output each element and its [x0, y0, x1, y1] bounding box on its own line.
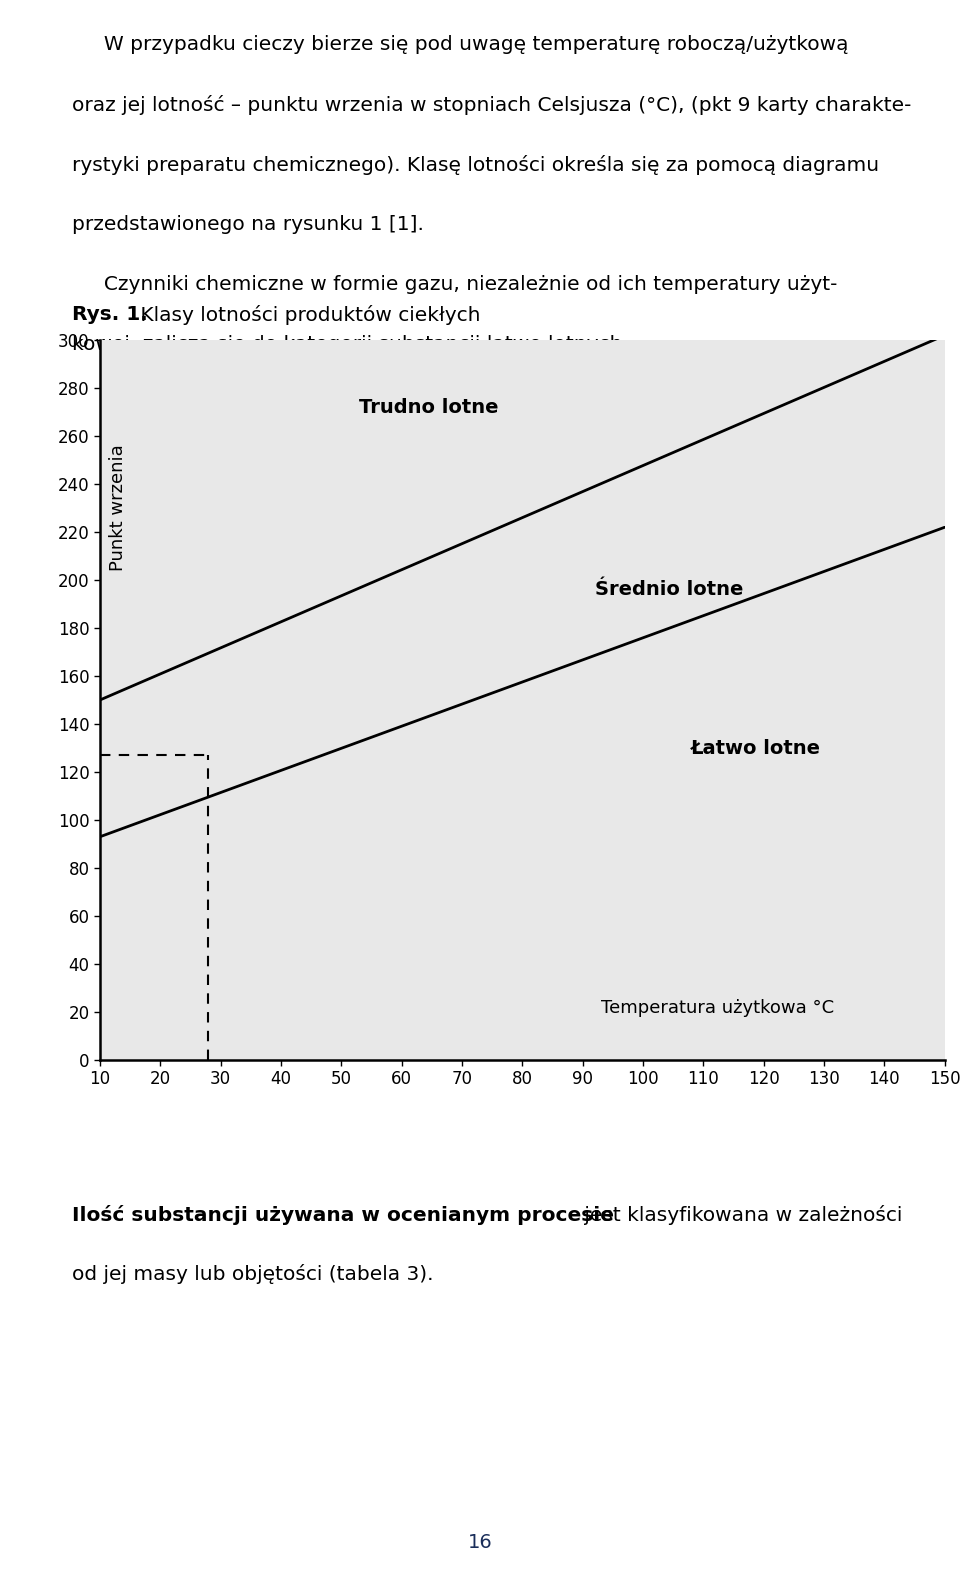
Text: kowej, zalicza się do kategorii substancji łatwo lotnych.: kowej, zalicza się do kategorii substanc…: [72, 335, 629, 354]
Text: przedstawionego na rysunku 1 [1].: przedstawionego na rysunku 1 [1].: [72, 215, 424, 234]
Text: rystyki preparatu chemicznego). Klasę lotności określa się za pomocą diagramu: rystyki preparatu chemicznego). Klasę lo…: [72, 155, 879, 176]
Text: oraz jej lotność – punktu wrzenia w stopniach Celsjusza (°C), (pkt 9 karty chara: oraz jej lotność – punktu wrzenia w stop…: [72, 95, 911, 115]
Text: Średnio lotne: Średnio lotne: [594, 581, 743, 600]
Text: jest klasyfikowana w zależności: jest klasyfikowana w zależności: [578, 1205, 902, 1226]
Text: Klasy lotności produktów ciekłych: Klasy lotności produktów ciekłych: [134, 305, 481, 326]
Text: Czynniki chemiczne w formie gazu, niezależnie od ich temperatury użyt-: Czynniki chemiczne w formie gazu, niezal…: [72, 275, 837, 294]
Text: Punkt wrzenia: Punkt wrzenia: [108, 445, 127, 571]
Text: 16: 16: [468, 1533, 492, 1552]
Text: Temperatura użytkowa °C: Temperatura użytkowa °C: [601, 998, 834, 1017]
Text: od jej masy lub objętości (tabela 3).: od jej masy lub objętości (tabela 3).: [72, 1264, 434, 1285]
Text: Ilość substancji używana w ocenianym procesie: Ilość substancji używana w ocenianym pro…: [72, 1205, 614, 1226]
Text: Łatwo lotne: Łatwo lotne: [691, 739, 821, 758]
Text: Rys. 1.: Rys. 1.: [72, 305, 148, 324]
Text: W przypadku cieczy bierze się pod uwagę temperaturę roboczą/użytkową: W przypadku cieczy bierze się pod uwagę …: [72, 35, 849, 54]
Text: Trudno lotne: Trudno lotne: [359, 397, 499, 416]
